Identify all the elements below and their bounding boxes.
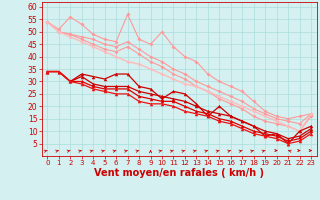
X-axis label: Vent moyen/en rafales ( km/h ): Vent moyen/en rafales ( km/h ) — [94, 168, 264, 178]
